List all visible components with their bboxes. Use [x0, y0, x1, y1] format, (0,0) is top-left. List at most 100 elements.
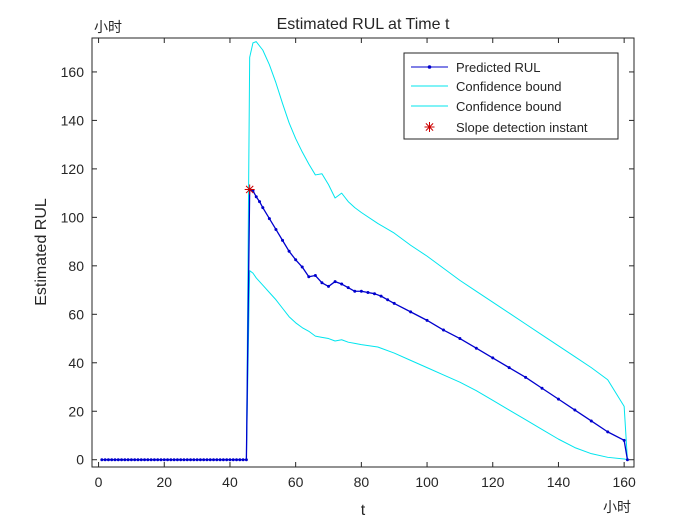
predicted-rul-point [294, 258, 298, 262]
predicted-rul-point [507, 366, 511, 370]
predicted-rul-point [156, 458, 160, 462]
predicted-rul-point [333, 280, 337, 284]
predicted-rul-point [218, 458, 222, 462]
predicted-rul-point [175, 458, 179, 462]
predicted-rul-point [225, 458, 229, 462]
predicted-rul-point [215, 458, 219, 462]
predicted-rul-point [340, 282, 344, 286]
predicted-rul-point [622, 438, 626, 442]
axes-box [91, 37, 635, 468]
legend-label-1: Confidence bound [456, 79, 562, 94]
y-tick-label: 80 [68, 258, 84, 274]
x-tick-label: 80 [354, 474, 370, 490]
x-axis-title: t [361, 502, 366, 519]
y-tick-label: 120 [61, 161, 85, 177]
x-tick-label: 20 [156, 474, 172, 490]
predicted-rul-point [425, 318, 429, 322]
predicted-rul-point [327, 284, 331, 288]
legend-label-0: Predicted RUL [456, 60, 541, 75]
predicted-rul-point [221, 458, 225, 462]
series-1-line [245, 41, 628, 460]
predicted-rul-point [307, 275, 311, 279]
y-tick-label: 20 [68, 403, 84, 419]
predicted-rul-point [202, 458, 206, 462]
series-2-line [245, 270, 628, 461]
predicted-rul-point [373, 292, 376, 296]
predicted-rul-point [126, 458, 130, 462]
x-tick-label: 60 [288, 474, 304, 490]
y-tick-label: 60 [68, 306, 84, 322]
predicted-rul-point [100, 458, 104, 462]
predicted-rul-point [113, 458, 117, 462]
predicted-rul-point [212, 458, 216, 462]
predicted-rul-point [589, 419, 593, 423]
predicted-rul-point [274, 227, 278, 231]
predicted-rul-point [235, 458, 239, 462]
asterisk-stroke [245, 185, 254, 194]
predicted-rul-point [281, 238, 285, 242]
predicted-rul-point [573, 408, 577, 412]
predicted-rul-point [116, 458, 120, 462]
predicted-rul-point [110, 458, 114, 462]
predicted-rul-point [261, 206, 265, 210]
asterisk-stroke [425, 123, 434, 131]
ticks-layer: 0 20 40 60 80 100 120 140 160 0 20 40 60 80 100 120 140 1… [61, 38, 636, 490]
predicted-rul-point [366, 290, 370, 294]
predicted-rul-point [625, 458, 629, 462]
predicted-rul-point [139, 458, 143, 462]
predicted-rul-point [136, 458, 140, 462]
predicted-rul-point [208, 458, 212, 462]
predicted-rul-point [491, 356, 495, 360]
predicted-rul-point [152, 458, 156, 462]
predicted-rul-point [379, 294, 383, 298]
predicted-rul-point [133, 458, 137, 462]
predicted-rul-point [241, 458, 245, 462]
legend: Predicted RUL Confidence bound Confidence … [403, 52, 619, 140]
predicted-rul-point [205, 458, 209, 462]
x-tick-label: 120 [481, 474, 505, 490]
predicted-rul-point [146, 458, 150, 462]
legend-items: Predicted RUL Confidence bound Confidence … [411, 60, 588, 135]
predicted-rul-point [106, 458, 110, 462]
legend-swatch-dot [427, 65, 432, 69]
predicted-rul-point [238, 458, 242, 462]
predicted-rul-point [129, 458, 133, 462]
predicted-rul-point [320, 281, 324, 285]
predicted-rul-point [143, 458, 147, 462]
predicted-rul-point [458, 337, 462, 341]
y-axis-unit-label: 小时 [94, 20, 122, 36]
legend-label-2: Confidence bound [456, 99, 562, 114]
predicted-rul-point [231, 458, 235, 462]
predicted-rul-point [606, 430, 610, 434]
y-tick-label: 160 [61, 64, 85, 80]
predicted-rul-point [172, 458, 176, 462]
predicted-rul-point [386, 298, 390, 302]
y-tick-label: 0 [76, 452, 84, 468]
y-axis-title: Estimated RUL [33, 198, 50, 306]
predicted-rul-point [300, 265, 304, 269]
predicted-rul-point [185, 458, 189, 462]
chart-title: Estimated RUL at Time t [277, 16, 450, 33]
predicted-rul-point [179, 458, 183, 462]
predicted-rul-point [556, 397, 560, 401]
predicted-rul-point [169, 458, 173, 462]
series-layer [100, 41, 629, 462]
predicted-rul-point [353, 289, 357, 293]
predicted-rul-point [198, 458, 202, 462]
predicted-rul-point [192, 458, 196, 462]
legend-swatch-slope-detection [424, 122, 435, 132]
x-tick-label: 0 [95, 474, 103, 490]
predicted-rul-point [149, 458, 153, 462]
x-tick-label: 100 [415, 474, 439, 490]
predicted-rul-point [120, 458, 124, 462]
x-tick-label: 160 [612, 474, 636, 490]
x-axis-unit-label: 小时 [603, 500, 631, 516]
y-tick-label: 40 [68, 355, 84, 371]
predicted-rul-point [359, 289, 363, 293]
predicted-rul-point [189, 458, 193, 462]
predicted-rul-point [392, 301, 396, 305]
predicted-rul-point [409, 310, 413, 314]
y-tick-label: 140 [61, 112, 85, 128]
